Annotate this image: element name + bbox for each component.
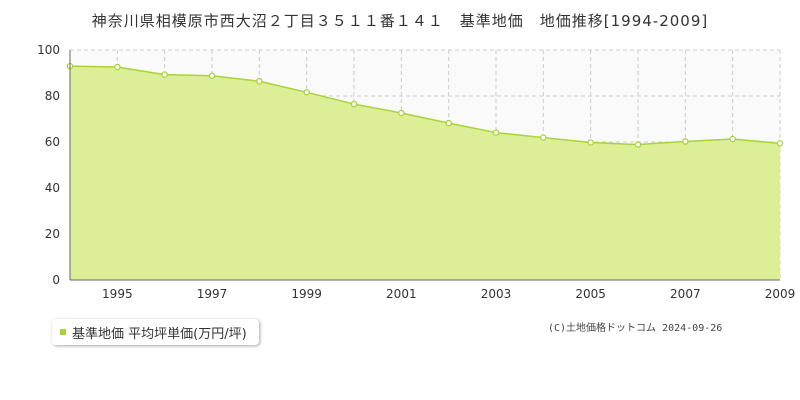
data-point [114,63,121,71]
data-point [729,135,736,143]
y-tick-label: 40 [45,181,60,195]
x-tick-label: 2009 [765,287,796,301]
x-tick-label: 1997 [197,287,228,301]
chart-title: 神奈川県相模原市西大沼２丁目３５１１番１４１ 基準地価 地価推移[1994-20… [91,12,709,30]
data-point [682,138,689,145]
data-point [587,139,594,146]
legend-label: 基準地価 平均坪単価(万円/坪) [72,326,247,342]
x-tick-label: 2007 [670,287,701,301]
series-line [69,65,781,146]
x-tick-labels: 1995 1997 1999 2001 2003 2005 2007 2009 [102,287,795,301]
x-tick-label: 1999 [291,287,322,301]
data-point [350,100,358,108]
y-tick-label: 60 [45,135,60,149]
copyright-text: (C)土地価格ドットコム 2024-09-26 [548,323,723,334]
y-tick-label: 20 [45,227,60,241]
y-tick-label: 80 [45,89,60,103]
y-tick-label: 100 [37,43,60,57]
data-point [208,72,216,80]
data-point [303,89,310,96]
data-point [161,71,168,78]
data-point [398,109,405,117]
legend-swatch [60,329,66,335]
data-point [256,78,263,85]
data-point [634,141,642,148]
series-points [66,62,784,148]
data-point [445,119,452,127]
data-point [492,129,500,136]
y-tick-label: 0 [52,273,60,287]
x-tick-label: 1995 [102,287,133,301]
x-tick-label: 2001 [386,287,417,301]
data-point [540,134,547,141]
x-tick-label: 2003 [481,287,512,301]
legend: 基準地価 平均坪単価(万円/坪) [52,319,259,345]
data-point [776,140,784,147]
series-area [70,66,780,280]
x-tick-label: 2005 [575,287,606,301]
y-tick-labels: 0 20 40 60 80 100 [37,43,60,287]
